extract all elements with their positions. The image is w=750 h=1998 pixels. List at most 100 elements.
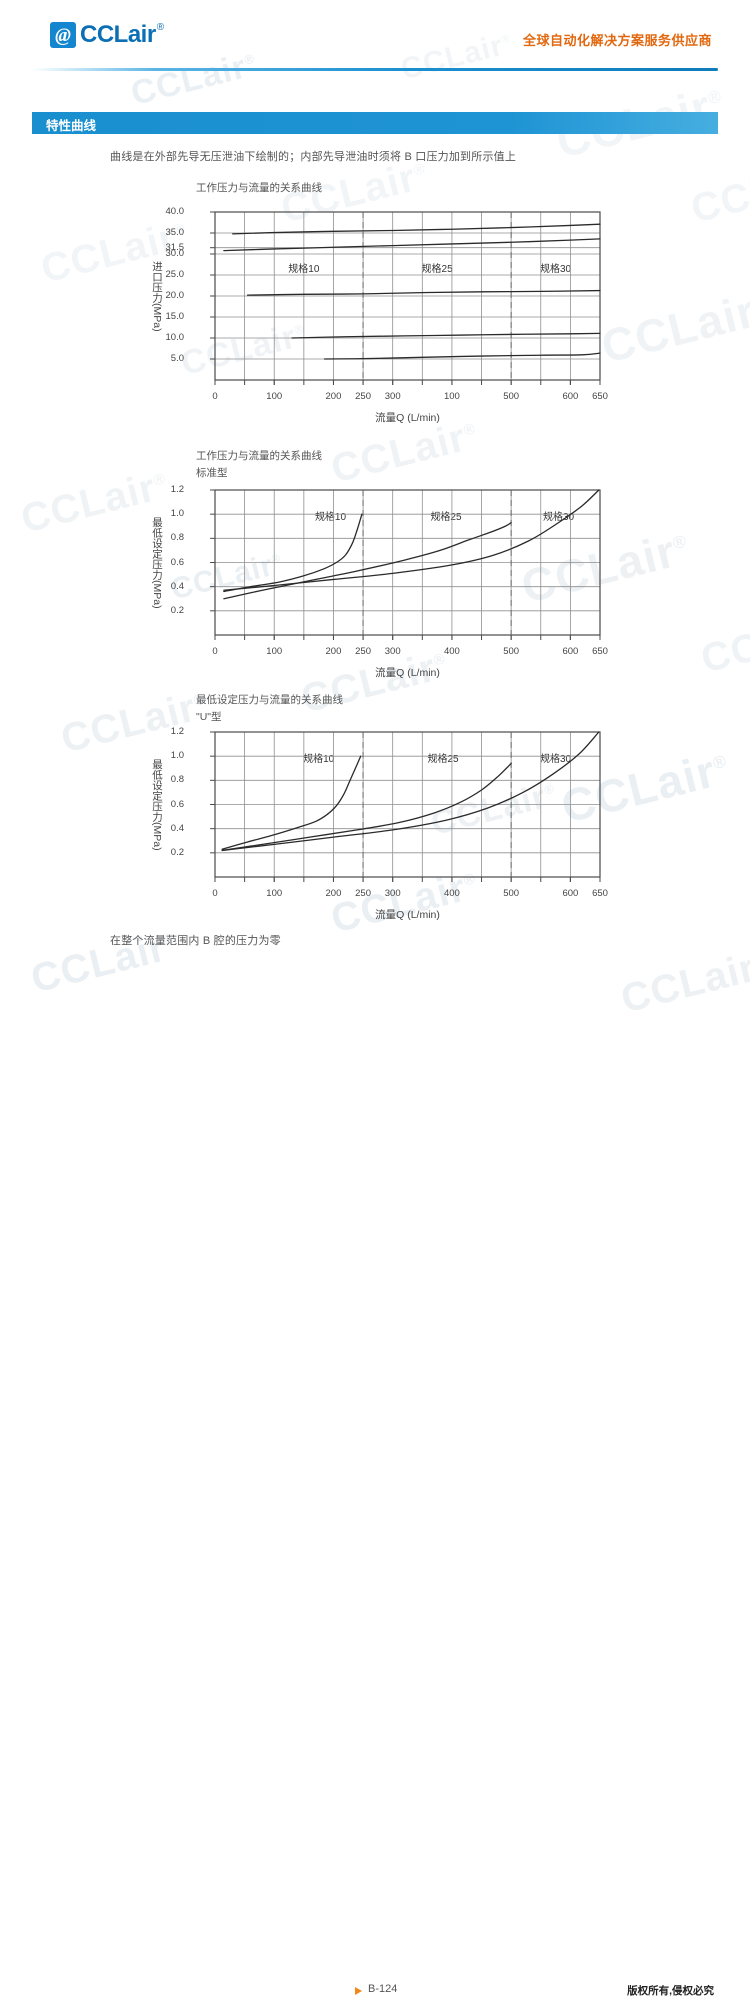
y-tick-label: 0.2 <box>170 846 184 858</box>
x-tick-label: 100 <box>443 391 460 402</box>
page-footer: B-124 版权所有,侵权必究 <box>0 983 750 1997</box>
chart-min-setting-u: 最低设定压力与流量的关系曲线 "U"型 <box>130 692 670 726</box>
y-axis-title: 最低设定压力(MPa) <box>150 490 166 635</box>
y-tick-label: 35.0 <box>165 227 185 238</box>
series-line <box>323 352 601 360</box>
logo-wordmark: CCLair <box>80 21 156 48</box>
x-tick-label: 500 <box>503 888 520 899</box>
x-tick-label: 300 <box>384 888 401 899</box>
y-tick-label: 40.0 <box>165 206 185 217</box>
header-divider <box>32 68 718 71</box>
watermark-text: CCLair® <box>427 777 557 843</box>
watermark-text: CCLair® <box>167 549 283 607</box>
chart-subtitle: 标准型 <box>196 467 228 479</box>
region-label: 规格25 <box>430 512 462 523</box>
section-header-bar: 特性曲线 <box>32 112 718 134</box>
y-tick-label: 1.2 <box>170 484 184 495</box>
x-tick-label: 100 <box>266 646 283 657</box>
y-tick-label: 0.8 <box>170 532 184 544</box>
region-label: 规格30 <box>542 512 575 523</box>
brand-logo: @ CCLair ® <box>50 22 164 48</box>
x-tick-label: 500 <box>503 646 520 657</box>
watermark-text: CCLair® <box>516 524 690 613</box>
series-line <box>223 513 363 593</box>
y-tick-label: 25.0 <box>165 269 185 280</box>
region-label: 规格25 <box>427 754 459 765</box>
x-tick-label: 100 <box>266 888 283 899</box>
region-label: 规格10 <box>303 754 335 765</box>
y-tick-label: 0.8 <box>170 774 184 786</box>
registered-trademark-icon: ® <box>156 22 165 33</box>
region-label: 规格10 <box>314 512 347 523</box>
y-tick-label: 1.0 <box>170 508 184 520</box>
series-line <box>223 489 600 591</box>
watermark-text: CCLair® <box>326 865 478 942</box>
y-tick-label: 0.2 <box>170 604 184 616</box>
x-tick-label: 200 <box>325 888 342 899</box>
x-axis-title: 流量Q (L/min) <box>375 412 440 424</box>
chart-title: 工作压力与流量的关系曲线 <box>196 450 322 462</box>
chart-inlet-pressure: 工作压力与流量的关系曲线 <box>130 180 670 197</box>
series-line <box>223 521 512 600</box>
x-tick-label: 600 <box>562 391 579 402</box>
x-tick-label: 500 <box>503 391 520 402</box>
y-axis-title: 最低设定压力(MPa) <box>150 732 166 877</box>
series-line <box>223 238 601 252</box>
y-tick-label: 10.0 <box>165 332 185 343</box>
y-axis-title-label: 最低设定压力(MPa) <box>151 516 163 609</box>
page-number: B-124 <box>368 1983 398 1995</box>
x-tick-label: 600 <box>562 646 579 657</box>
x-tick-label: 200 <box>325 391 342 402</box>
x-tick-label: 0 <box>212 646 218 657</box>
chart-min-setting-standard: 工作压力与流量的关系曲线 标准型 <box>130 448 670 482</box>
x-tick-label: 200 <box>325 646 342 657</box>
x-tick-label: 650 <box>592 646 608 657</box>
series-line <box>246 289 601 296</box>
y-tick-label: 15.0 <box>165 311 185 322</box>
y-axis-title-label: 最低设定压力(MPa) <box>151 758 163 851</box>
y-axis-title: 进口压力(MPa) <box>150 212 166 380</box>
copyright-notice: 版权所有,侵权必究 <box>627 1985 714 1997</box>
x-tick-label: 600 <box>562 888 579 899</box>
series-line <box>221 762 512 852</box>
series-line <box>232 223 601 235</box>
x-tick-label: 400 <box>443 646 460 657</box>
logo-mark-icon: @ <box>50 22 76 48</box>
y-tick-label: 0.6 <box>170 556 184 568</box>
y-tick-label: 1.2 <box>170 726 184 737</box>
y-tick-label: 1.0 <box>170 750 184 762</box>
chart-title: 工作压力与流量的关系曲线 <box>196 182 322 194</box>
y-tick-label: 0.4 <box>170 822 184 834</box>
y-tick-label: 0.4 <box>170 580 184 592</box>
x-tick-label: 0 <box>212 888 218 899</box>
header-slogan: 全球自动化解决方案服务供应商 <box>522 33 712 48</box>
x-axis-title: 流量Q (L/min) <box>375 667 440 679</box>
footer-arrow-icon <box>355 1987 362 1995</box>
y-tick-label: 0.6 <box>170 798 184 810</box>
x-tick-label: 250 <box>355 888 371 899</box>
y-axis-title-label: 进口压力(MPa) <box>151 260 163 332</box>
x-tick-label: 250 <box>355 646 371 657</box>
y-tick-label: 31.5 <box>165 241 185 253</box>
y-tick-label: 20.0 <box>165 290 185 301</box>
watermark-text: CCLair® <box>686 155 750 232</box>
region-label: 规格30 <box>540 754 572 765</box>
x-tick-label: 300 <box>384 391 401 402</box>
watermark-text: CCLair® <box>596 284 750 373</box>
intro-note: 曲线是在外部先导无压泄油下绘制的；内部先导泄油时须将 B 口压力加到所示值上 <box>110 151 517 163</box>
page-header: @ CCLair ® 全球自动化解决方案服务供应商 <box>0 0 750 74</box>
y-tick-label: 30.0 <box>165 248 185 259</box>
region-label: 规格25 <box>421 264 453 275</box>
chart-subtitle: "U"型 <box>196 711 222 723</box>
bottom-note: 在整个流量范围内 B 腔的压力为零 <box>110 935 281 947</box>
x-tick-label: 100 <box>266 391 283 402</box>
x-tick-label: 650 <box>592 391 608 402</box>
x-axis-title: 流量Q (L/min) <box>375 909 440 921</box>
watermark-text: CCLair® <box>696 605 750 682</box>
x-tick-label: 400 <box>443 888 460 899</box>
watermark-text: CCLair® <box>177 317 307 383</box>
y-tick-label: 5.0 <box>170 353 184 364</box>
region-label: 规格30 <box>540 264 572 275</box>
section-title: 特性曲线 <box>46 119 97 133</box>
series-line <box>221 755 362 850</box>
